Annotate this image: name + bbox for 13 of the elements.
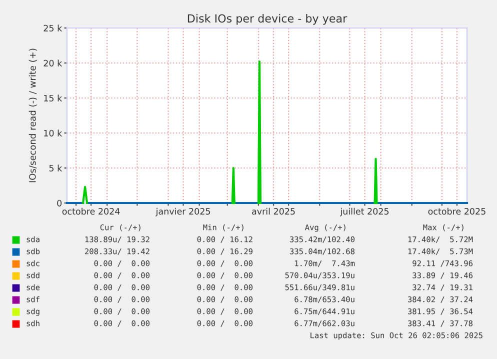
x-tick-label: avril 2025 xyxy=(252,208,295,215)
y-tick-label: 15 k xyxy=(44,94,62,102)
y-tick-label: 10 k xyxy=(44,130,62,136)
y-tick-label: 0 xyxy=(57,200,62,206)
chart-title: Disk IOs per device - by year xyxy=(188,14,348,25)
y-axis-title: IOs/second read (-) / write (+) xyxy=(28,48,37,182)
y-tick-label: 20 k xyxy=(44,60,62,66)
x-tick-label: juillet 2025 xyxy=(340,208,389,216)
x-tick-label: janvier 2025 xyxy=(156,208,210,216)
x-tick-label: octobre 2024 xyxy=(62,208,120,215)
y-tick-label: 5 k xyxy=(49,164,62,172)
y-tick-label: 25 k xyxy=(44,24,62,32)
x-tick-label: octobre 2025 xyxy=(428,208,486,215)
